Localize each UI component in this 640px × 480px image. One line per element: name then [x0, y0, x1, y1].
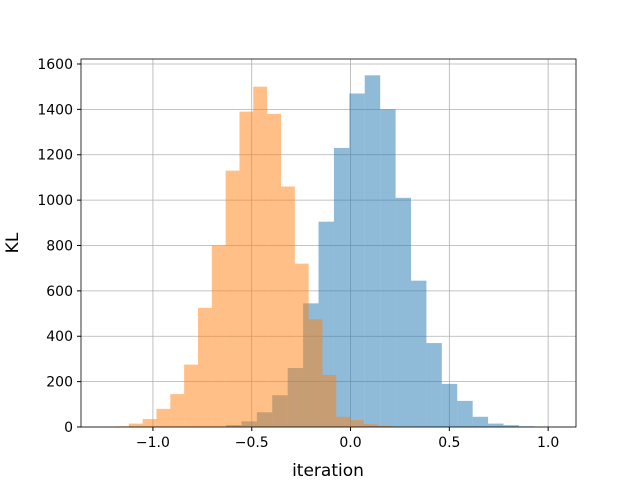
histogram-bar: [333, 147, 350, 427]
histogram-bar: [308, 319, 323, 427]
histogram-bar: [503, 425, 519, 427]
x-tick-label: 0.5: [438, 435, 460, 451]
histogram-bar: [336, 416, 351, 427]
histogram-bar: [380, 109, 396, 428]
y-tick-label: 0: [64, 420, 73, 436]
y-tick-label: 1400: [37, 102, 73, 118]
histogram-bar: [350, 420, 364, 427]
histogram-bar: [184, 364, 198, 427]
histogram-bar: [377, 425, 392, 427]
histogram-bar: [142, 419, 157, 427]
histogram-bar: [349, 93, 365, 428]
x-axis-label: iteration: [292, 461, 364, 480]
y-tick-label: 1600: [37, 57, 73, 73]
y-tick-label: 400: [46, 329, 73, 345]
histogram-bar: [426, 343, 442, 427]
histogram-bar: [253, 86, 268, 427]
histogram-bar: [363, 424, 378, 427]
y-tick-label: 600: [46, 284, 73, 300]
histogram-bar: [267, 113, 281, 427]
x-tick-label: 0.0: [339, 435, 361, 451]
histogram-bar: [395, 197, 411, 427]
histogram-bar: [411, 280, 427, 427]
histogram-bar: [197, 307, 212, 427]
histogram-bar: [156, 408, 171, 427]
y-tick-label: 1000: [37, 193, 73, 209]
histogram-bar: [488, 423, 504, 427]
histogram-bar: [322, 374, 337, 427]
histogram-bar: [294, 263, 309, 427]
y-tick-label: 800: [46, 238, 73, 254]
histogram-bar: [457, 400, 473, 427]
histogram-bar: [211, 245, 226, 427]
x-tick-label: −0.5: [235, 435, 269, 451]
x-tick-label: 1.0: [537, 435, 559, 451]
histogram-bar: [170, 394, 185, 427]
y-tick-label: 200: [46, 375, 73, 391]
histogram-bar: [225, 170, 240, 427]
histogram-bar: [128, 423, 143, 427]
y-axis-label: KL: [3, 232, 23, 253]
y-tick-label: 1200: [37, 148, 73, 164]
histogram-bar: [239, 111, 254, 427]
histogram-bar: [364, 75, 381, 427]
histogram-bar: [441, 383, 458, 427]
plot-frame: [80, 58, 577, 428]
x-tick-label: −1.0: [136, 435, 170, 451]
histogram-bar: [280, 186, 295, 427]
histogram-bar: [472, 416, 489, 427]
